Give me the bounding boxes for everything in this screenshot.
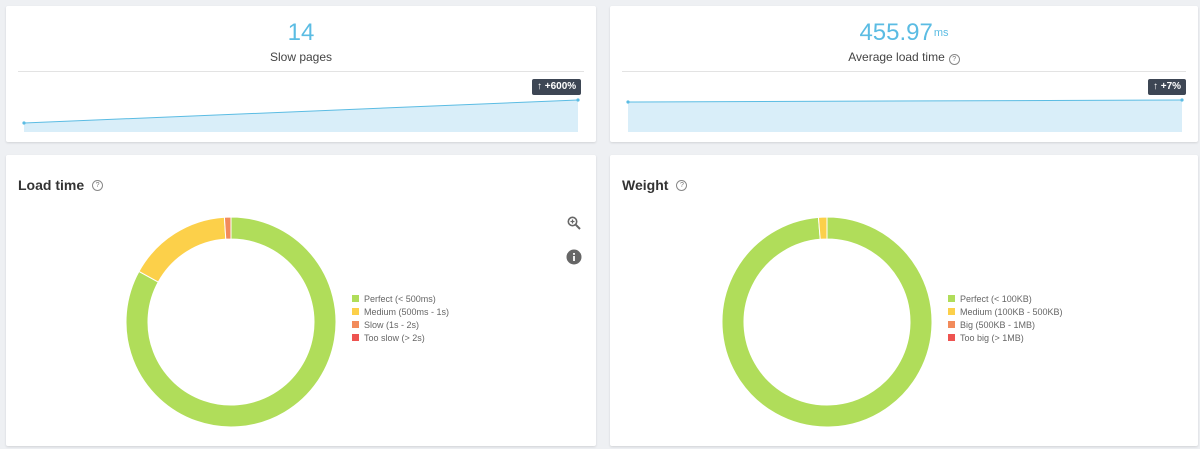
load-time-legend: Perfect (< 500ms) Medium (500ms - 1s) Sl… [352,292,449,344]
load-time-donut-chart [125,216,337,428]
slow-pages-label: Slow pages [269,50,333,64]
average-load-time-unit: ms [933,27,949,39]
sparkline-line [627,99,1183,103]
help-icon[interactable]: ? [92,179,104,191]
slow-pages-trend-badge: ↑ +600% [532,79,582,95]
help-icon[interactable]: ? [948,54,960,65]
legend-item-slow[interactable]: Slow (1s - 2s) [352,318,449,331]
legend-item-big[interactable]: Big (500KB - 1MB) [948,318,1063,331]
legend-swatch [948,321,955,328]
weight-card: Weight? Perfect (< 100KB) Medium (100KB … [610,155,1198,446]
load-time-title: Load time? [18,177,104,193]
divider [18,71,584,72]
average-load-time-card: 455.97ms Average load time? ↑ +7% [610,6,1198,142]
divider [622,71,1186,72]
slow-pages-value: 14 [287,19,315,46]
legend-item-medium[interactable]: Medium (100KB - 500KB) [948,305,1063,318]
sparkline-point-end [576,98,580,102]
legend-swatch [352,334,359,341]
legend-item-perfect[interactable]: Perfect (< 500ms) [352,292,449,305]
average-load-time-trend-badge: ↑ +7% [1148,79,1187,95]
legend-item-too-slow[interactable]: Too slow (> 2s) [352,331,449,344]
weight-title: Weight? [622,177,688,193]
legend-item-perfect[interactable]: Perfect (< 100KB) [948,292,1063,305]
average-load-time-value: 455.97ms [859,19,949,46]
average-load-time-sparkline [626,98,1184,132]
info-icon[interactable] [566,249,582,265]
help-icon[interactable]: ? [676,179,688,191]
legend-swatch [352,321,359,328]
legend-item-medium[interactable]: Medium (500ms - 1s) [352,305,449,318]
legend-swatch [352,308,359,315]
legend-swatch [948,295,955,302]
slow-pages-sparkline [22,98,580,132]
donut-slice-medium[interactable] [138,216,227,283]
weight-legend: Perfect (< 100KB) Medium (100KB - 500KB)… [948,292,1063,344]
sparkline-area [628,100,1182,132]
average-load-time-label: Average load time? [610,50,1198,65]
sparkline-line [23,99,579,124]
sparkline-point-start [22,121,26,125]
legend-swatch [948,334,955,341]
donut-slice-perfect[interactable] [721,216,933,428]
legend-swatch [948,308,955,315]
zoom-icon[interactable] [566,215,582,231]
donut-slice-slow[interactable] [223,216,232,240]
sparkline-point-end [1180,98,1184,102]
legend-swatch [352,295,359,302]
load-time-card: Load time? Perfect (< 500ms) Medium (500… [6,155,596,446]
weight-donut-chart [721,216,933,428]
sparkline-area [24,100,578,132]
legend-item-too-big[interactable]: Too big (> 1MB) [948,331,1063,344]
sparkline-point-start [626,100,630,104]
slow-pages-card: 14 Slow pages ↑ +600% [6,6,596,142]
donut-slice-medium[interactable] [817,216,828,240]
donut-slice-perfect[interactable] [125,216,337,428]
